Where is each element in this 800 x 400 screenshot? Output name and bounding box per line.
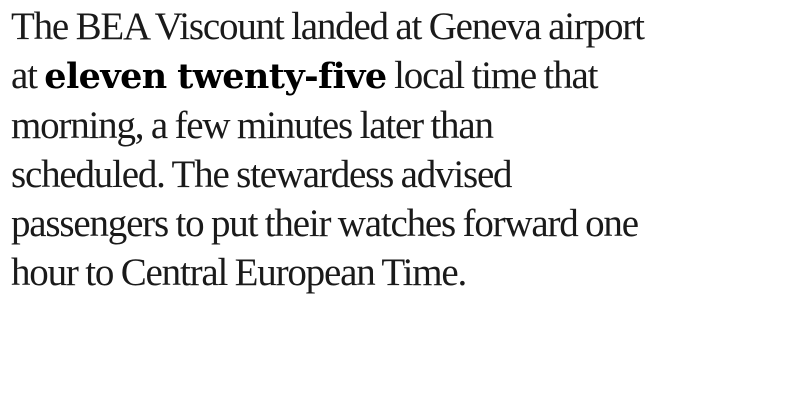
text-line-5: passengers to put their watches forward …	[11, 202, 639, 245]
text-line-4: scheduled. The stewardess advised	[11, 153, 513, 196]
text-line-6: hour to Central European Time.	[11, 251, 467, 294]
text-line-2-end: local time that	[386, 54, 598, 97]
emphasized-time: eleven twenty-five	[44, 56, 387, 97]
text-line-2: at eleven twenty-five local time that	[11, 51, 792, 101]
text-line-1: The BEA Viscount landed at Geneva airpor…	[11, 5, 645, 48]
body-paragraph: The BEA Viscount landed at Geneva airpor…	[11, 2, 792, 297]
text-line-3: morning, a few minutes later than	[11, 104, 494, 147]
text-line-2-start: at	[11, 54, 45, 97]
